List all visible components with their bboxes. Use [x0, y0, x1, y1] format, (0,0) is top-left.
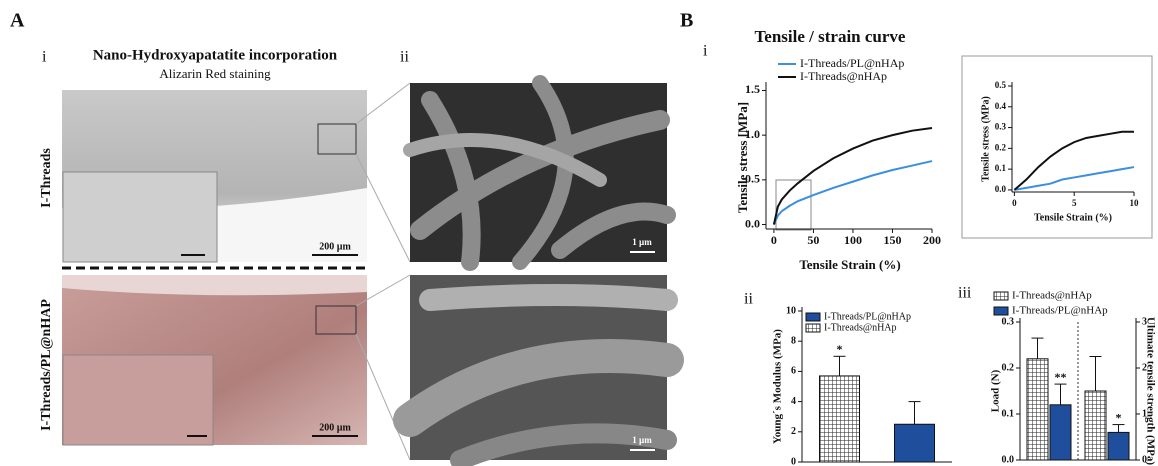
- y-tick-label: 2: [791, 426, 796, 437]
- y-tick-label: 6: [791, 366, 796, 377]
- panel-label: A: [10, 10, 25, 32]
- sub-label: iii: [958, 285, 972, 302]
- x-tick-label: 10: [1130, 198, 1140, 208]
- x-axis-label: Tensile Strain (%): [1034, 212, 1112, 223]
- micrograph-inset: [63, 355, 213, 445]
- legend-label: I-Threads/PL@nHAp: [824, 311, 911, 322]
- legend-swatch: [806, 324, 820, 332]
- sub-label: i: [42, 49, 47, 66]
- legend-label: I-Threads@nHAp: [824, 322, 897, 333]
- legend-label: I-Threads@nHAp: [800, 69, 887, 83]
- y-tick-label: 0.1: [1002, 408, 1015, 419]
- y-axis-label: Load (N): [990, 369, 1002, 412]
- y2-axis-label: Ultimate tensile strength (MPa): [1144, 317, 1156, 465]
- y-tick-label: 8: [791, 335, 796, 346]
- scale-label: 200 µm: [319, 241, 351, 252]
- x-tick-label: 50: [807, 233, 819, 247]
- y-tick-label: 10: [786, 305, 796, 316]
- sub-label: ii: [744, 291, 753, 308]
- chart-title: Tensile / strain curve: [755, 27, 906, 46]
- x-tick-label: 0: [771, 233, 777, 247]
- y-tick-label: 1.5: [745, 82, 760, 96]
- page: {"panel_a": {"label": "A", "sub_i": "i",…: [0, 0, 1158, 466]
- y-tick-label: 0.0: [995, 184, 1007, 194]
- bar: [1108, 432, 1129, 460]
- y-tick-label: 0.2: [1002, 362, 1015, 373]
- y-tick-label: 4: [791, 396, 796, 407]
- scale-label: 1 µm: [632, 435, 652, 445]
- line-series: [1014, 132, 1134, 190]
- x-tick-label: 100: [844, 233, 862, 247]
- micrograph-inset: [63, 172, 217, 262]
- figure: A i Nano-Hydroxyapatatite incorporation …: [0, 0, 1158, 466]
- panel-label: B: [680, 10, 693, 32]
- x-axis-label: Tensile Strain (%): [799, 257, 900, 272]
- legend-swatch: [994, 292, 1008, 300]
- scale-label: 200 µm: [319, 422, 351, 433]
- significance: *: [1116, 410, 1122, 424]
- y-axis-label: Tensile stress (MPa): [980, 96, 991, 182]
- significance: *: [837, 342, 843, 356]
- bar: [895, 424, 935, 462]
- x-tick-label: 5: [1072, 198, 1077, 208]
- significance: **: [1055, 370, 1067, 384]
- bar: [1050, 405, 1071, 460]
- scale-label: 1 µm: [632, 237, 652, 247]
- bar: [820, 376, 860, 462]
- panel-title: Nano-Hydroxyapatatite incorporation: [93, 47, 338, 63]
- panel-subtitle: Alizarin Red staining: [159, 66, 271, 81]
- sub-label: ii: [400, 49, 409, 66]
- y-tick-label: 0.3: [995, 122, 1007, 132]
- row-label: I-Threads/PL@nHAP: [39, 299, 54, 431]
- y-tick-label: 0.1: [995, 163, 1007, 173]
- y-tick-label: 0.0: [745, 216, 760, 230]
- line-series: [1014, 167, 1134, 190]
- bar: [1027, 359, 1048, 460]
- sub-label: i: [703, 43, 708, 60]
- x-tick-label: 200: [923, 233, 941, 247]
- legend-label: I-Threads/PL@nHAp: [800, 56, 904, 70]
- y-axis-label: Young´s Modulus (MPa): [772, 329, 784, 444]
- x-tick-label: 150: [883, 233, 901, 247]
- y-tick-label: 0.0: [1002, 454, 1015, 465]
- line-series: [774, 161, 932, 224]
- x-tick-label: 0: [1012, 198, 1017, 208]
- line-series: [774, 128, 932, 225]
- legend-label: I-Threads@nHAp: [1012, 290, 1092, 302]
- y-tick-label: 0.5: [995, 80, 1007, 90]
- legend-swatch: [806, 313, 820, 321]
- y-tick-label: 0.4: [995, 101, 1007, 111]
- legend-swatch: [994, 307, 1008, 315]
- legend-label: I-Threads/PL@nHAp: [1012, 305, 1108, 317]
- bar: [1085, 391, 1106, 460]
- y-tick-label: 0: [791, 456, 796, 466]
- y-axis-label: Tensile stress [MPa]: [735, 102, 750, 213]
- row-label: I-Threads: [39, 148, 54, 208]
- y-tick-label: 0.2: [995, 142, 1007, 152]
- y-tick-label: 0.3: [1002, 316, 1015, 327]
